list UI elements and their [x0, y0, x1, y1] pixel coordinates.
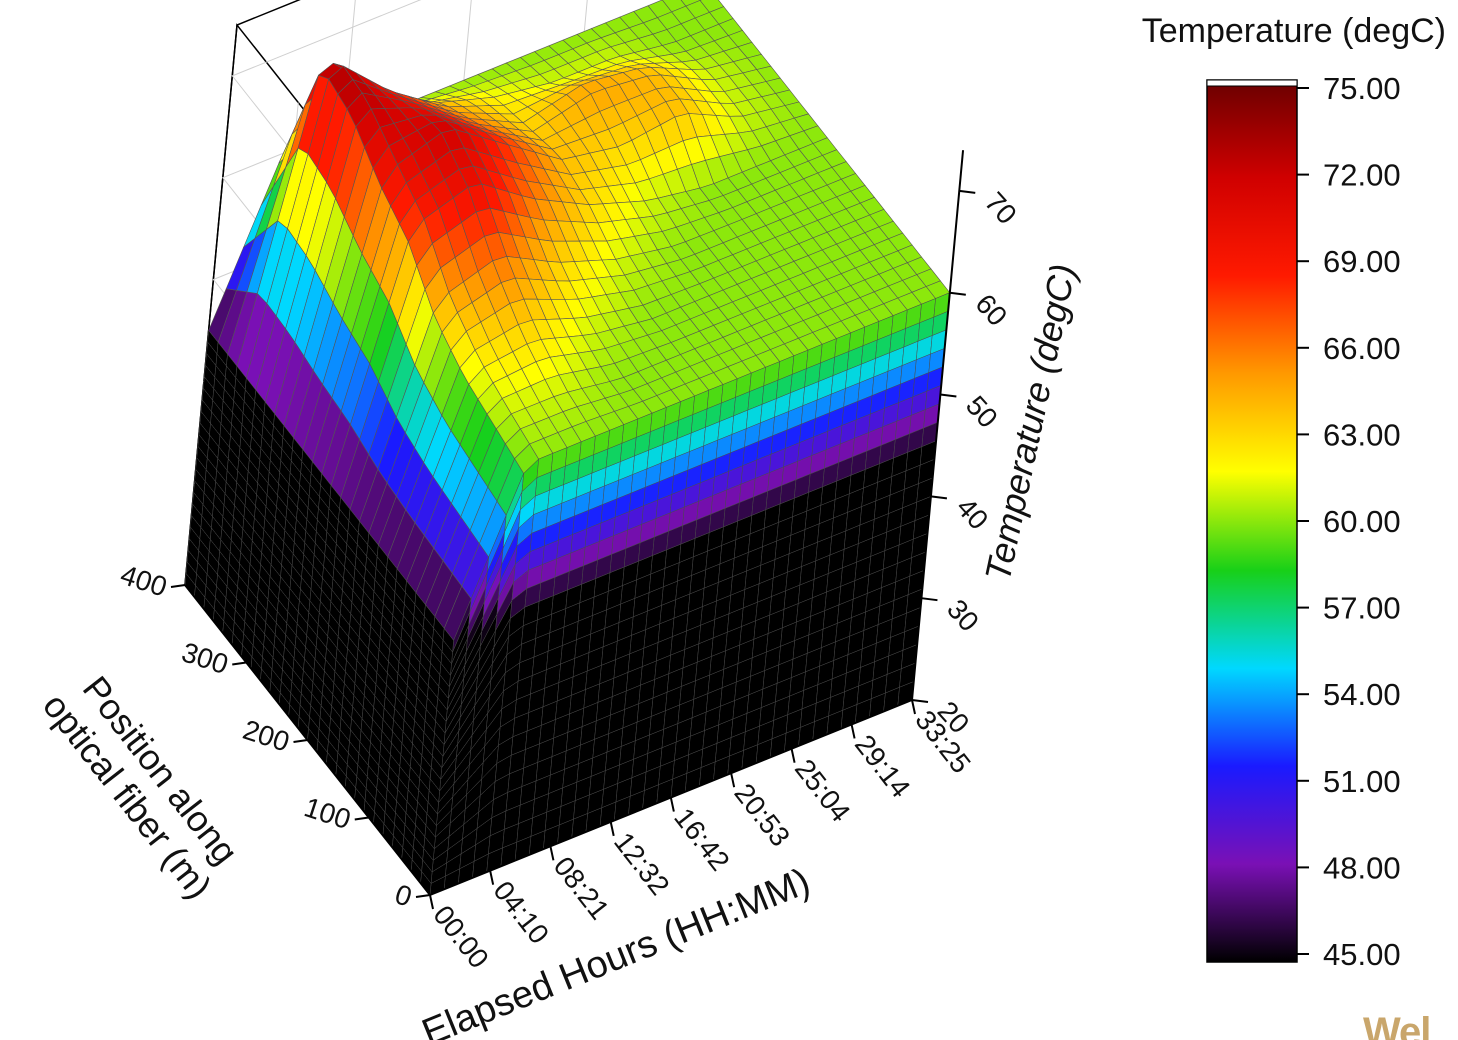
colorbar-tick-label: 48.00: [1323, 850, 1401, 885]
colorbar-tick-label: 51.00: [1323, 764, 1401, 799]
x-tick: [790, 748, 796, 763]
y-tick: [415, 894, 431, 898]
y-tick-label: 400: [117, 559, 171, 603]
colorbar-tick-label: 63.00: [1323, 417, 1401, 452]
z-tick: [921, 597, 938, 602]
colorbar-scale: [1206, 79, 1298, 963]
colorbar-tick-label: 57.00: [1323, 591, 1401, 626]
colorbar-tick-label: 60.00: [1323, 504, 1401, 539]
x-tick-label: 20:53: [728, 778, 796, 852]
y-tick: [354, 816, 369, 821]
y-tick-label: 200: [239, 714, 293, 758]
z-tick: [911, 699, 929, 703]
z-tick-label: 30: [941, 593, 985, 637]
z-axis-line: [911, 150, 965, 701]
y-tick: [170, 584, 186, 588]
x-tick: [429, 894, 434, 910]
colorbar-tick-label: 72.00: [1323, 158, 1401, 193]
y-tick-label: 300: [178, 636, 232, 680]
x-tick-label: 16:42: [668, 802, 736, 876]
x-tick: [549, 846, 555, 861]
x-tick-label: 25:04: [789, 753, 857, 827]
z-tick-label: 60: [969, 288, 1013, 332]
colorbar-top-cap: [1206, 79, 1298, 87]
colorbar: 75.00 72.00 69.00 66.00 63.00 60.00 57.00 54.00…: [1142, 12, 1446, 972]
x-tick-label: 08:21: [548, 851, 616, 925]
x-tick: [489, 870, 495, 885]
x-tick: [609, 821, 615, 837]
x-tick: [911, 699, 916, 715]
colorbar-tick-label: 69.00: [1323, 244, 1401, 279]
y-tick-label: 0: [391, 878, 415, 912]
z-tick-label: 50: [960, 390, 1004, 434]
x-tick: [730, 772, 736, 788]
x-axis-line: [429, 699, 913, 896]
y-tick: [232, 661, 247, 666]
colorbar-tick-label: 54.00: [1323, 677, 1401, 712]
x-tick: [669, 797, 675, 812]
colorbar-title: Temperature (degC): [1142, 12, 1446, 50]
surface: [184, 0, 951, 896]
left-curtain-patch: [442, 627, 454, 653]
z-tick: [959, 189, 976, 194]
x-tick: [850, 724, 856, 739]
z-tick: [949, 291, 966, 296]
y-tick-label: 100: [300, 791, 354, 835]
x-tick-label: 12:32: [608, 826, 676, 900]
watermark-logo: Wel: [1363, 1014, 1431, 1040]
y-tick: [293, 739, 308, 743]
x-tick-label: 04:10: [487, 875, 555, 949]
z-tick: [930, 495, 948, 500]
colorbar-tick-label: 75.00: [1323, 71, 1401, 106]
z-tick-label: 70: [979, 186, 1023, 230]
z-tick: [940, 393, 957, 398]
x-tick-label: 00:00: [427, 900, 495, 974]
colorbar-tick-label: 66.00: [1323, 331, 1401, 366]
x-tick-label: 29:14: [849, 729, 917, 803]
colorbar-tick-label: 45.00: [1323, 937, 1401, 972]
